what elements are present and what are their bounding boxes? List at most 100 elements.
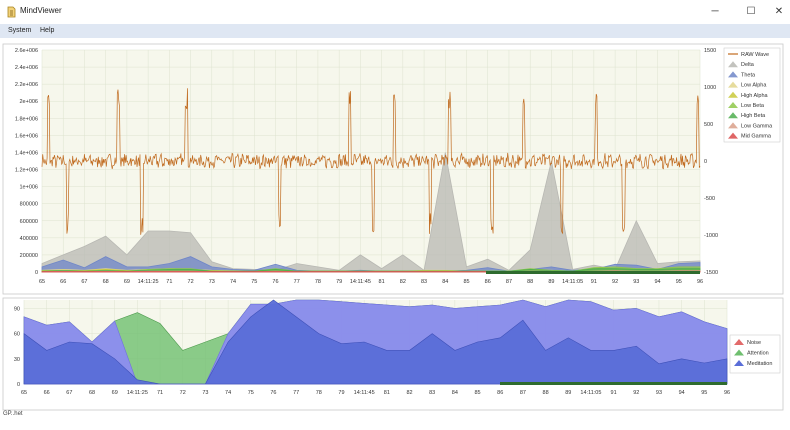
x-tick-label: 73 xyxy=(209,279,215,285)
x-tick-label: 94 xyxy=(654,279,660,285)
x-tick-label: 89 xyxy=(565,390,571,396)
x-tick-label: 76 xyxy=(270,390,276,396)
legend-label-high-beta: High Beta xyxy=(741,113,766,119)
y-tick-label: 0 xyxy=(17,382,20,388)
y2-tick-label: 1500 xyxy=(704,48,716,54)
eeg-legend: RAW Wave Delta Theta Low Alpha High Alpha Low… xyxy=(723,47,781,143)
x-tick-label: 83 xyxy=(421,279,427,285)
legend-swatch-attention xyxy=(734,349,744,356)
x-tick-label: 96 xyxy=(697,279,703,285)
x-tick-label: 68 xyxy=(89,390,95,396)
charts-svg: 2.6e+006 2.4e+006 2.2e+006 2e+006 1.8e+006 1.… xyxy=(2,43,784,411)
raw-wave-path xyxy=(41,88,701,235)
x-tick-label: 92 xyxy=(612,279,618,285)
x-tick-label: 92 xyxy=(633,390,639,396)
x-tick-label: 84 xyxy=(442,279,448,285)
legend-swatch-high-alpha xyxy=(728,91,738,98)
x-tick-label: 74 xyxy=(225,390,231,396)
x-tick-label: 66 xyxy=(44,390,50,396)
legend-label-delta: Delta xyxy=(741,62,755,68)
x-tick-label: 86 xyxy=(485,279,491,285)
maximize-button[interactable]: ☐ xyxy=(746,6,756,17)
x-tick-label: 86 xyxy=(497,390,503,396)
x-tick-label: 84 xyxy=(452,390,458,396)
x-tick-label: 91 xyxy=(611,390,617,396)
eeg-plot-area xyxy=(42,50,700,272)
area-meditation xyxy=(23,299,728,385)
x-tick-label: 94 xyxy=(679,390,685,396)
x-tick-label: 68 xyxy=(103,279,109,285)
legend-swatch-low-alpha xyxy=(728,81,738,88)
menu-system[interactable]: System xyxy=(8,27,32,34)
x-tick-label: 79 xyxy=(338,390,344,396)
y-tick-label: 400000 xyxy=(20,236,38,242)
legend-label-theta: Theta xyxy=(741,72,756,78)
x-tick-label: 67 xyxy=(66,390,72,396)
legend-label-noise: Noise xyxy=(747,340,761,346)
legend-swatch-mid-gamma xyxy=(728,132,738,139)
legend-swatch-low-gamma xyxy=(728,122,738,129)
x-tick-label: 87 xyxy=(506,279,512,285)
legend-swatch-delta xyxy=(728,61,738,68)
x-tick-label: 78 xyxy=(316,390,322,396)
x-tick-label: 88 xyxy=(527,279,533,285)
y-tick-label: 90 xyxy=(14,306,20,312)
legend-label-meditation: Meditation xyxy=(747,361,772,367)
x-tick-label: 95 xyxy=(701,390,707,396)
y2-tick-label: 0 xyxy=(704,159,707,165)
window-title: MindViewer xyxy=(20,6,62,15)
x-tick-label: 82 xyxy=(400,279,406,285)
y2-tick-label: -1500 xyxy=(704,270,718,276)
y-tick-label: 600000 xyxy=(20,219,38,225)
esense-legend: Noise Attention Meditation xyxy=(729,334,781,374)
eeg-bottom-band xyxy=(486,271,700,274)
y-tick-label: 2e+006 xyxy=(19,99,38,105)
x-tick-label: 65 xyxy=(39,279,45,285)
menu-bar: System Help xyxy=(0,24,790,39)
esense-x-axis-labels: 65 66 67 68 69 14:11:25 71 72 73 74 75 76 77 78 79 14:1… xyxy=(21,390,730,396)
y-tick-label: 2.2e+006 xyxy=(15,82,38,88)
x-tick-label: 77 xyxy=(293,390,299,396)
x-tick-label: 14:11:05 xyxy=(562,279,583,285)
y-tick-label: 1.4e+006 xyxy=(15,150,38,156)
minimize-button[interactable]: ─ xyxy=(711,6,719,17)
x-tick-label: 85 xyxy=(463,279,469,285)
x-tick-label: 89 xyxy=(548,279,554,285)
x-tick-label: 14:11:45 xyxy=(354,390,375,396)
x-tick-label: 14:11:05 xyxy=(580,390,601,396)
raw-y-axis-labels: 1500 1000 500 0 -500 -1000 -1500 xyxy=(704,48,718,276)
x-tick-label: 81 xyxy=(379,279,385,285)
x-tick-label: 71 xyxy=(166,279,172,285)
y-tick-label: 1.8e+006 xyxy=(15,116,38,122)
x-tick-label: 79 xyxy=(336,279,342,285)
eeg-y-axis-labels: 2.6e+006 2.4e+006 2.2e+006 2e+006 1.8e+006 1.… xyxy=(15,48,38,276)
legend-label-raw-wave: RAW Wave xyxy=(741,52,769,58)
x-tick-label: 69 xyxy=(124,279,130,285)
eeg-x-axis-labels: 65 66 67 68 69 14:11:25 71 72 73 74 75 76 77 78 79 14:1… xyxy=(39,279,703,285)
y-tick-label: 200000 xyxy=(20,253,38,259)
y2-tick-label: 500 xyxy=(704,122,713,128)
legend-swatch-low-beta xyxy=(728,102,738,108)
x-tick-label: 69 xyxy=(112,390,118,396)
y2-tick-label: -500 xyxy=(704,196,715,202)
x-tick-label: 93 xyxy=(656,390,662,396)
close-button[interactable]: ✕ xyxy=(774,6,784,17)
legend-swatch-high-beta xyxy=(728,112,738,119)
x-tick-label: 76 xyxy=(272,279,278,285)
x-tick-label: 77 xyxy=(294,279,300,285)
y-tick-label: 2.6e+006 xyxy=(15,48,38,54)
y-tick-label: 2.4e+006 xyxy=(15,65,38,71)
esense-areas xyxy=(23,299,728,385)
y-tick-label: 800000 xyxy=(20,202,38,208)
x-tick-label: 74 xyxy=(230,279,236,285)
menu-help[interactable]: Help xyxy=(40,27,55,34)
y-tick-label: 1.6e+006 xyxy=(15,133,38,139)
x-tick-label: 66 xyxy=(60,279,66,285)
legend-label-mid-gamma: Mid Gamma xyxy=(741,134,772,140)
y-tick-label: 1.2e+006 xyxy=(15,168,38,174)
x-tick-label: 72 xyxy=(188,279,194,285)
legend-label-attention: Attention xyxy=(747,351,769,357)
x-tick-label: 78 xyxy=(315,279,321,285)
x-tick-label: 88 xyxy=(543,390,549,396)
legend-label-low-alpha: Low Alpha xyxy=(741,83,767,89)
